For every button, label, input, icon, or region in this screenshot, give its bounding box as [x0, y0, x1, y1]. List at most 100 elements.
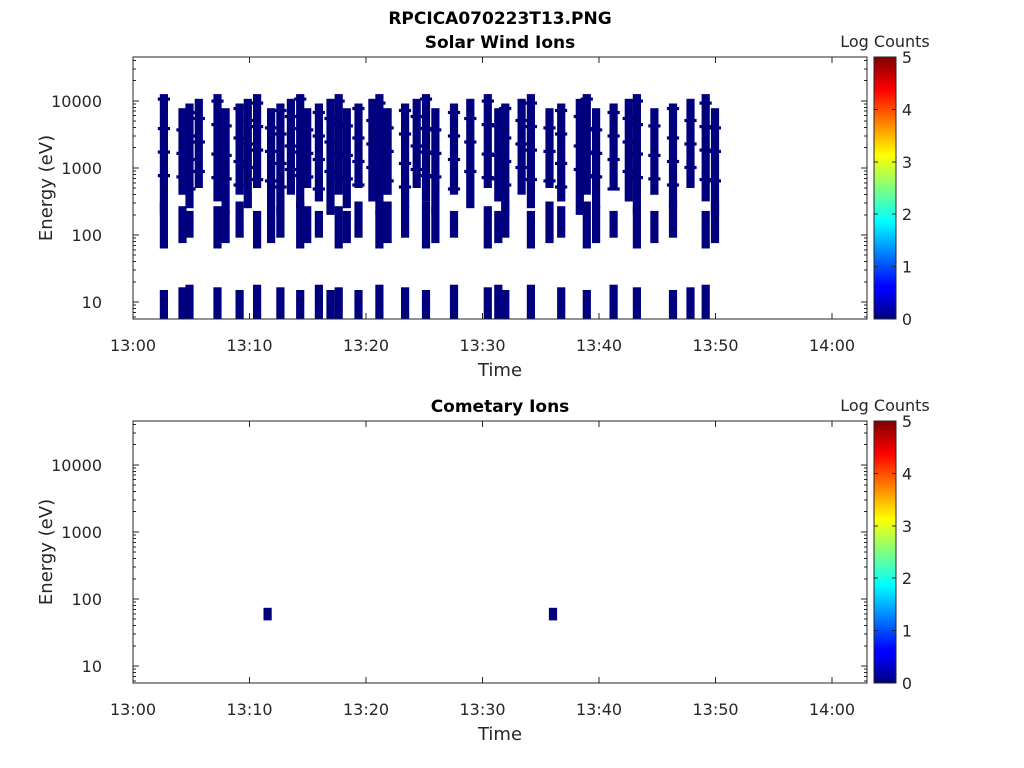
count-cell — [276, 287, 285, 319]
count-cell — [666, 159, 680, 164]
count-cell — [176, 128, 189, 132]
count-cell — [592, 108, 601, 209]
count-cell — [449, 103, 459, 195]
count-cell — [710, 108, 720, 215]
count-cell — [398, 132, 412, 136]
count-cell — [648, 177, 661, 181]
count-cell — [176, 151, 189, 155]
count-cell — [332, 99, 345, 103]
data-cells — [157, 94, 721, 319]
count-cell — [622, 116, 635, 121]
count-cell — [284, 167, 297, 172]
count-cell — [314, 284, 323, 319]
count-cell — [159, 201, 168, 249]
count-cell — [334, 206, 343, 249]
count-cell — [398, 108, 412, 113]
count-cell — [233, 136, 246, 140]
count-cell — [592, 206, 601, 244]
count-cell — [494, 210, 503, 244]
count-cell — [324, 140, 337, 144]
count-cell — [375, 94, 384, 215]
colorbar-tick-label: 2 — [902, 205, 912, 224]
count-cell — [701, 210, 710, 249]
count-cell — [233, 183, 246, 187]
count-cell — [352, 159, 365, 164]
colorbar — [874, 421, 896, 683]
count-cell — [381, 149, 394, 153]
count-cell — [192, 140, 205, 144]
count-cell — [375, 210, 384, 249]
count-cell — [524, 178, 537, 182]
count-cell — [159, 290, 168, 319]
count-cell — [630, 99, 643, 103]
count-cell — [267, 108, 276, 202]
count-cell — [235, 201, 244, 238]
count-cell — [515, 165, 528, 170]
count-cell — [630, 123, 643, 127]
count-cell — [543, 126, 556, 130]
count-cell — [481, 123, 494, 127]
x-axis-label: Time — [477, 724, 522, 745]
x-tick-label: 13:20 — [343, 336, 389, 355]
count-cell — [294, 97, 307, 101]
count-cell — [492, 153, 505, 157]
count-cell — [573, 144, 586, 148]
count-cell — [274, 132, 287, 136]
count-cell — [221, 210, 230, 244]
count-cell — [609, 103, 618, 188]
count-cell — [573, 167, 586, 172]
count-cell — [668, 290, 678, 319]
count-cell — [630, 152, 643, 156]
y-tick-label: 10000 — [51, 456, 102, 475]
count-cell — [668, 103, 678, 209]
count-cell — [185, 103, 194, 209]
count-cell — [580, 150, 593, 154]
colorbar — [874, 57, 896, 319]
count-cell — [632, 206, 641, 249]
count-cell — [580, 127, 593, 131]
count-cell — [178, 206, 187, 244]
count-cell — [251, 178, 264, 182]
count-cell — [159, 94, 168, 215]
count-cell — [264, 149, 278, 153]
count-cell — [157, 97, 170, 101]
count-cell — [555, 132, 568, 136]
count-cell — [294, 127, 307, 131]
count-cell — [494, 284, 503, 319]
count-cell — [492, 124, 505, 128]
count-cell — [213, 287, 222, 319]
x-tick-label: 13:00 — [110, 700, 156, 719]
count-cell — [543, 179, 556, 183]
count-cell — [590, 175, 603, 179]
count-cell — [368, 98, 377, 202]
count-cell — [178, 108, 187, 195]
count-cell — [340, 124, 353, 128]
count-cell — [185, 284, 194, 319]
count-cell — [447, 110, 461, 115]
count-cell — [312, 134, 325, 138]
count-cell — [410, 144, 423, 148]
count-cell — [710, 201, 720, 244]
count-cell — [342, 210, 351, 244]
count-cell — [481, 99, 494, 103]
count-cell — [324, 169, 337, 174]
count-cell — [431, 206, 440, 244]
count-cell — [419, 174, 433, 178]
count-cell — [501, 201, 510, 238]
count-cell — [312, 157, 325, 162]
x-tick-label: 13:50 — [692, 336, 738, 355]
count-cell — [219, 124, 232, 128]
count-cell — [263, 607, 272, 621]
count-cell — [401, 103, 410, 209]
x-tick-label: 13:20 — [343, 700, 389, 719]
solar-wind-panel: 13:00 13:10 13:20 13:30 13:40 13:50 14:0010100… — [36, 32, 930, 381]
data-cells — [263, 607, 558, 621]
count-cell — [582, 290, 591, 319]
count-cell — [449, 284, 459, 319]
count-cell — [483, 287, 492, 319]
count-cell — [312, 110, 325, 115]
count-cell — [668, 201, 678, 238]
count-cell — [241, 165, 254, 170]
count-cell — [211, 99, 224, 103]
